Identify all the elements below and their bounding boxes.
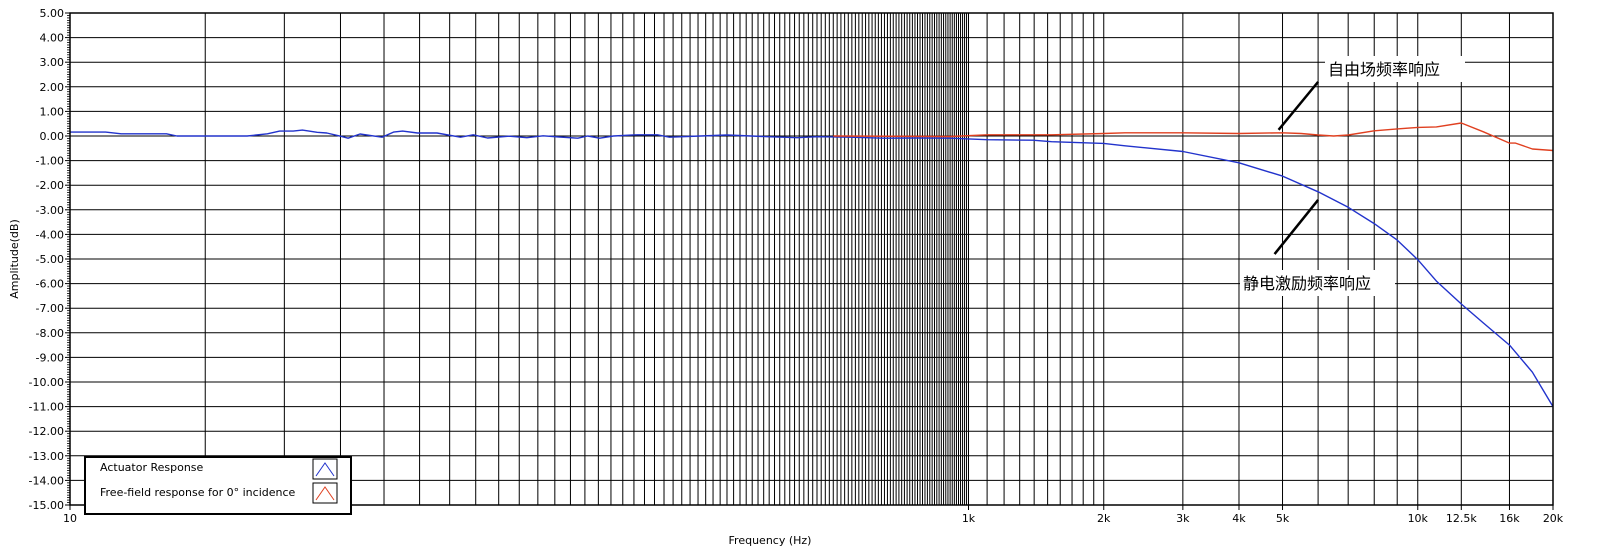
y-tick-label: -15.00 — [29, 499, 64, 512]
y-tick-label: -2.00 — [36, 179, 64, 192]
y-tick-label: -5.00 — [36, 253, 64, 266]
annotation-label: 自由场频率响应 — [1328, 60, 1440, 79]
y-tick-label: -14.00 — [29, 474, 64, 487]
x-tick-label: 1k — [962, 512, 976, 525]
legend-label-actuator: Actuator Response — [100, 461, 204, 474]
y-tick-label: -1.00 — [36, 155, 64, 168]
y-axis: 5.00 4.00 3.00 2.00 1.00 0.00 -1.00 -2.00 -3.00 -… — [29, 7, 70, 512]
legend-swatch-actuator — [312, 458, 338, 480]
grid — [70, 12, 1554, 506]
y-tick-label: 2.00 — [40, 81, 65, 94]
x-tick-label: 3k — [1176, 512, 1190, 525]
y-tick-label: -10.00 — [29, 376, 64, 389]
y-tick-label: -13.00 — [29, 450, 64, 463]
x-axis: 10 1k 2k 3k 4k 5k 10k 12.5k 16k 20k — [63, 505, 1564, 525]
legend: Actuator Response Free-field response fo… — [84, 456, 352, 515]
y-tick-label: 0.00 — [40, 130, 65, 143]
x-tick-label: 4k — [1232, 512, 1246, 525]
x-axis-title: Frequency (Hz) — [729, 534, 812, 547]
y-tick-label: -8.00 — [36, 327, 64, 340]
y-axis-title: Amplitude(dB) — [8, 219, 21, 298]
x-tick-label: 2k — [1097, 512, 1111, 525]
y-tick-label: -7.00 — [36, 302, 64, 315]
y-tick-label: 4.00 — [40, 32, 65, 45]
x-tick-label: 5k — [1276, 512, 1290, 525]
y-tick-label: -6.00 — [36, 278, 64, 291]
legend-box — [84, 456, 352, 515]
y-tick-label: 1.00 — [40, 105, 65, 118]
x-tick-label: 20k — [1543, 512, 1564, 525]
annotation-background — [1325, 56, 1465, 82]
free-field-response-line — [833, 122, 1554, 152]
legend-line-icon-actuator — [315, 462, 335, 477]
annotation-arrow — [1273, 199, 1320, 255]
x-tick-label: 12.5k — [1446, 512, 1477, 525]
annotation-label: 静电激励频率响应 — [1243, 274, 1371, 293]
y-tick-label: -4.00 — [36, 228, 64, 241]
legend-line-icon-free-field — [315, 486, 335, 501]
x-tick-label: 16k — [1499, 512, 1520, 525]
y-tick-label: -3.00 — [36, 204, 64, 217]
series-layer — [70, 122, 1554, 407]
y-tick-label: -11.00 — [29, 401, 64, 414]
legend-swatch-free-field — [312, 482, 338, 504]
annotation-background — [1240, 270, 1395, 296]
y-tick-label: -12.00 — [29, 425, 64, 438]
annotation-arrow — [1277, 81, 1320, 131]
x-tick-label: 10k — [1408, 512, 1429, 525]
y-tick-label: -9.00 — [36, 351, 64, 364]
y-tick-label: 5.00 — [40, 7, 65, 20]
legend-label-free-field: Free-field response for 0° incidence — [100, 486, 296, 499]
x-tick-label: 10 — [63, 512, 77, 525]
actuator-response-line — [70, 129, 1554, 407]
y-tick-label: 3.00 — [40, 56, 65, 69]
